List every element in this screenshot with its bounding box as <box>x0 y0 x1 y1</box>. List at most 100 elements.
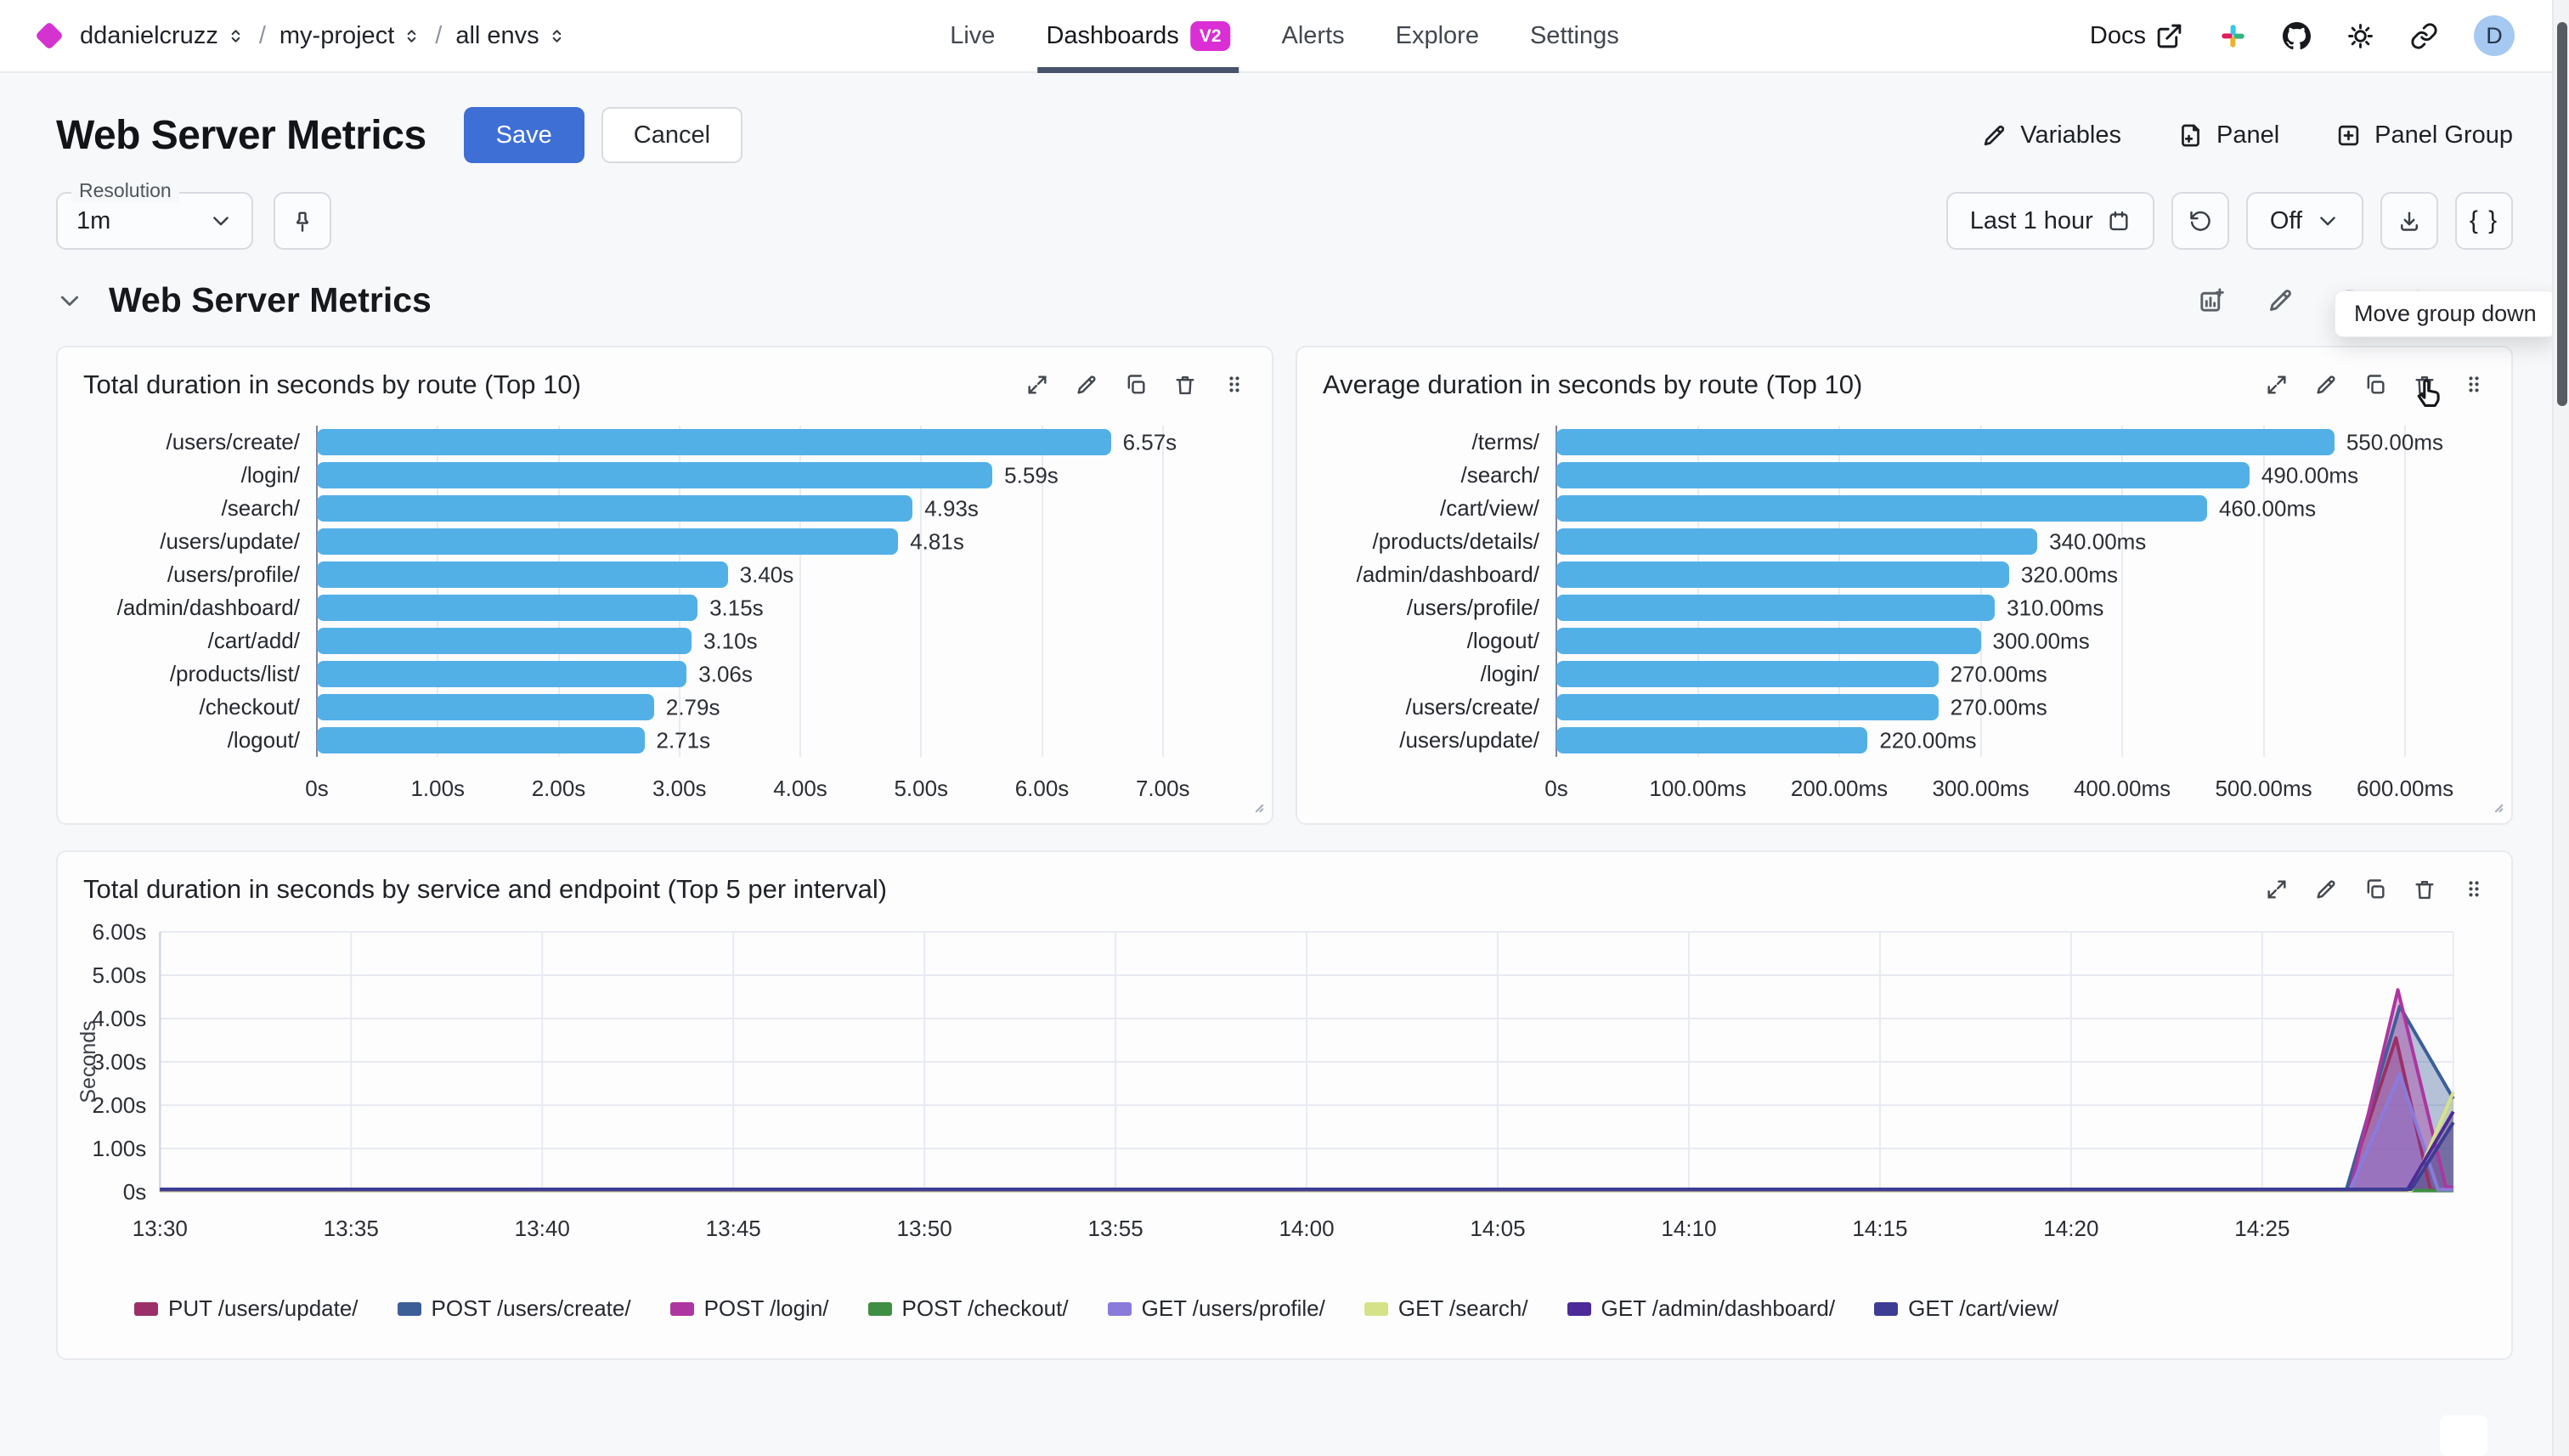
save-button[interactable]: Save <box>463 107 584 163</box>
bars-area: /users/create/6.57s/login/5.59s/search/4… <box>66 426 1229 757</box>
legend-item[interactable]: PUT /users/update/ <box>134 1295 359 1322</box>
scrollbar-thumb[interactable] <box>2557 22 2567 406</box>
add-chart-icon[interactable] <box>2198 286 2226 314</box>
docs-link[interactable]: Docs <box>2090 22 2183 50</box>
resize-handle-icon[interactable] <box>1246 795 1265 818</box>
duplicate-panel-icon[interactable] <box>2363 878 2387 901</box>
resize-handle-icon[interactable] <box>2486 795 2504 818</box>
braces-icon: { } <box>2469 206 2499 234</box>
legend-item[interactable]: POST /checkout/ <box>867 1295 1069 1322</box>
bar-category-label: /admin/dashboard/ <box>116 595 300 620</box>
slack-icon[interactable] <box>2219 22 2247 50</box>
tab-live[interactable]: Live <box>950 0 995 71</box>
tab-alerts[interactable]: Alerts <box>1282 0 1345 71</box>
duplicate-panel-icon[interactable] <box>2363 373 2387 397</box>
legend-swatch <box>1874 1301 1899 1316</box>
tab-settings[interactable]: Settings <box>1530 0 1619 71</box>
drag-handle-icon[interactable] <box>2462 373 2486 397</box>
legend-label: GET /users/profile/ <box>1141 1295 1325 1321</box>
legend-item[interactable]: GET /users/profile/ <box>1107 1295 1325 1322</box>
cancel-button[interactable]: Cancel <box>601 107 743 163</box>
bar-category-label: /login/ <box>1480 661 1539 686</box>
tab-label: Explore <box>1395 21 1479 49</box>
bar-category-label: /users/create/ <box>1405 694 1539 720</box>
delete-panel-icon[interactable] <box>1173 373 1197 397</box>
bar-row: /login/5.59s <box>66 459 1229 492</box>
breadcrumb-item-my-project[interactable]: my-project <box>279 22 421 50</box>
line-chart: 0s 1.00s 2.00s 3.00s 4.00s 5.00s 6.00s 13:30 13:… <box>58 911 2511 1294</box>
pin-resolution-button[interactable] <box>274 192 331 250</box>
pencil-icon <box>1981 122 2007 149</box>
bar <box>317 495 913 522</box>
json-view-button[interactable]: { } <box>2455 192 2513 250</box>
edit-group-icon[interactable] <box>2267 286 2295 314</box>
edit-panel-icon[interactable] <box>2314 373 2338 397</box>
chart-legend: PUT /users/update/POST /users/create/POS… <box>58 1294 2511 1342</box>
x-axis-tick: 3.00s <box>652 776 707 801</box>
brand: ddanielcruzz / my-project / all envs <box>35 21 567 50</box>
avatar[interactable]: D <box>2474 15 2515 56</box>
drag-handle-icon[interactable] <box>1222 373 1246 397</box>
duplicate-panel-icon[interactable] <box>1124 373 1148 397</box>
time-range-picker[interactable]: Last 1 hour <box>1945 192 2154 250</box>
bar <box>1556 727 1868 753</box>
add-panel-button[interactable]: Panel <box>2177 121 2279 150</box>
gridline <box>2121 426 2124 757</box>
bar <box>1556 429 2335 455</box>
legend-item[interactable]: GET /admin/dashboard/ <box>1567 1295 1835 1322</box>
legend-item[interactable]: GET /cart/view/ <box>1874 1295 2058 1322</box>
breadcrumb: ddanielcruzz / my-project / all envs <box>80 22 567 50</box>
edit-panel-icon[interactable] <box>2314 878 2338 901</box>
add-panel-group-button[interactable]: Panel Group <box>2335 121 2513 150</box>
resolution-select[interactable]: Resolution 1m <box>56 179 253 250</box>
x-axis-tick: 7.00s <box>1135 776 1190 801</box>
x-axis-tick: 600.00ms <box>2356 776 2454 801</box>
bar-category-label: /logout/ <box>227 727 300 753</box>
delete-panel-icon[interactable] <box>2413 878 2436 901</box>
x-axis-tick: 500.00ms <box>2215 776 2312 801</box>
delete-panel-icon[interactable] <box>2413 373 2436 397</box>
github-icon[interactable] <box>2283 21 2311 50</box>
bar-track: 320.00ms <box>1556 558 2469 591</box>
vertical-scrollbar[interactable] <box>2552 0 2569 1456</box>
share-link-icon[interactable] <box>2410 22 2438 50</box>
collapse-group-icon[interactable] <box>56 287 83 314</box>
bar-category-label: /cart/view/ <box>1439 495 1539 521</box>
bar <box>317 727 645 753</box>
download-button[interactable] <box>2380 192 2438 250</box>
tab-explore[interactable]: Explore <box>1396 0 1479 71</box>
tab-label: Live <box>950 21 996 49</box>
chevrons-up-down-icon <box>402 26 421 46</box>
x-axis-tick: 1.00s <box>410 776 466 801</box>
variables-button[interactable]: Variables <box>1981 121 2121 150</box>
legend-item[interactable]: POST /users/create/ <box>397 1295 631 1322</box>
auto-refresh-select[interactable]: Off <box>2245 192 2363 250</box>
bar-track: 3.06s <box>317 657 1229 691</box>
x-axis-tick: 200.00ms <box>1790 776 1889 801</box>
svg-text:0s: 0s <box>123 1179 147 1205</box>
panel-average-duration-by-route: Average duration in seconds by route (To… <box>1296 346 2513 825</box>
breadcrumb-item-ddanielcruzz[interactable]: ddanielcruzz <box>80 22 246 50</box>
expand-icon[interactable] <box>2265 878 2289 901</box>
tab-dashboards[interactable]: Dashboards V2 <box>1037 0 1239 73</box>
app-logo-icon[interactable] <box>35 21 64 50</box>
legend-item[interactable]: POST /login/ <box>669 1295 829 1322</box>
download-icon <box>2397 209 2421 233</box>
bar-chart: /users/create/6.57s/login/5.59s/search/4… <box>58 407 1272 823</box>
bar-row: /search/4.93s <box>66 492 1229 525</box>
expand-icon[interactable] <box>2265 373 2289 397</box>
scroll-corner[interactable] <box>2440 1415 2487 1456</box>
legend-item[interactable]: GET /search/ <box>1364 1295 1528 1322</box>
legend-swatch <box>669 1301 694 1316</box>
gridline <box>920 426 923 757</box>
drag-handle-icon[interactable] <box>2462 878 2486 901</box>
bar-value-label: 4.93s <box>924 495 979 521</box>
bar <box>1556 495 2207 522</box>
theme-sun-icon[interactable] <box>2346 22 2374 50</box>
bar-chart: /terms/550.00ms/search/490.00ms/cart/vie… <box>1297 407 2511 823</box>
expand-icon[interactable] <box>1025 373 1049 397</box>
edit-panel-icon[interactable] <box>1075 373 1098 397</box>
breadcrumb-item-all-envs[interactable]: all envs <box>455 22 566 50</box>
version-badge: V2 <box>1189 20 1231 51</box>
refresh-button[interactable] <box>2171 192 2229 250</box>
